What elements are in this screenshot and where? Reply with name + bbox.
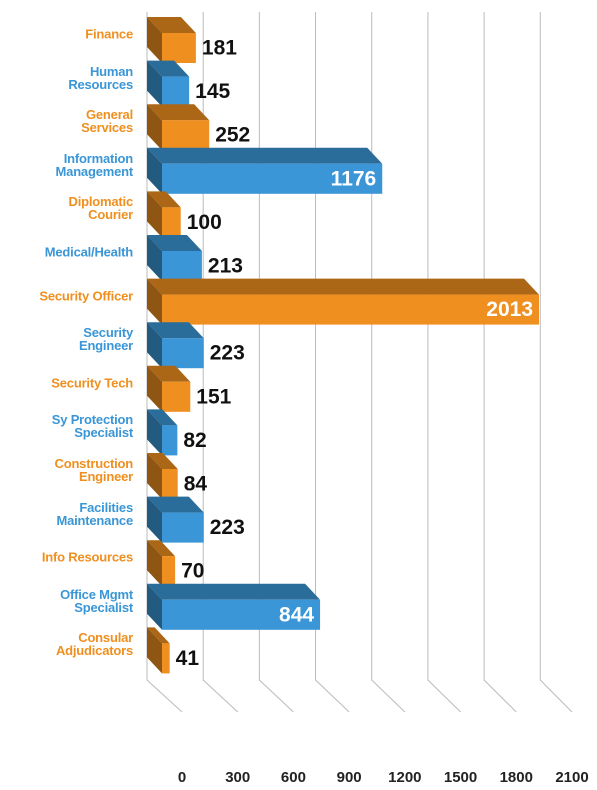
value-label: 145 [195, 80, 230, 103]
value-label: 100 [187, 211, 222, 234]
category-label: Information Management [55, 150, 134, 179]
category-label: Security Engineer [78, 325, 133, 354]
bar-side [147, 191, 162, 238]
category-label: Office Mgmt Specialist [60, 586, 133, 615]
bar [162, 251, 202, 281]
value-label: 213 [208, 255, 243, 278]
value-label: 844 [279, 603, 314, 626]
bar-top [147, 60, 190, 77]
x-tick-label: 1800 [500, 769, 533, 786]
value-label: 181 [202, 37, 237, 60]
bar-side [147, 583, 162, 630]
bar-top [147, 235, 202, 251]
bar [162, 381, 191, 412]
bar-side [147, 409, 162, 456]
bar-top [147, 540, 176, 557]
bar-top [147, 104, 210, 121]
category-label: General Services [81, 107, 133, 136]
category-label: Facilities Maintenance [56, 499, 133, 528]
grid-line [371, 12, 406, 713]
category-label: Diplomatic Courier [68, 194, 134, 223]
bar-top [147, 627, 170, 644]
x-tick-label: 900 [337, 769, 362, 786]
value-label: 1176 [331, 167, 377, 190]
bar [162, 643, 170, 674]
bar [162, 207, 181, 238]
bar-side [147, 235, 162, 281]
bar-side [147, 104, 162, 151]
grid-line [315, 12, 350, 713]
bar-top [147, 17, 196, 33]
x-tick-label: 1500 [444, 769, 477, 786]
bar [162, 294, 539, 325]
category-label: Human Resources [68, 63, 133, 92]
value-label: 70 [181, 560, 204, 583]
value-label: 2013 [486, 298, 533, 321]
x-tick-label: 1200 [388, 769, 421, 786]
value-label: 84 [184, 473, 208, 496]
bar-side [147, 60, 162, 107]
category-label: Consular Adjudicators [55, 630, 133, 659]
bar-side [147, 540, 162, 587]
grid-line [483, 12, 517, 713]
bar [162, 425, 178, 456]
bar-side [147, 365, 162, 412]
bar-top [147, 278, 539, 295]
bar-side [147, 322, 162, 369]
bar [162, 76, 190, 107]
bar-side [147, 17, 162, 63]
bar-side [147, 453, 162, 499]
bar [162, 469, 178, 499]
grid-line [146, 12, 183, 713]
bar [162, 338, 204, 369]
grid-line [427, 12, 461, 713]
bar-top [147, 496, 204, 513]
bar [162, 599, 321, 630]
category-label: Security Officer [39, 288, 133, 304]
category-label: Finance [85, 26, 133, 42]
bar-top [147, 583, 321, 600]
category-label: Sy Protection Specialist [51, 412, 133, 441]
bar-top [147, 191, 181, 208]
bar-side [147, 278, 162, 325]
category-label: Construction Engineer [54, 456, 134, 484]
value-label: 151 [196, 385, 231, 408]
x-tick-label: 2100 [555, 769, 588, 786]
bar [162, 120, 210, 151]
grid-line [258, 12, 294, 713]
category-label: Medical/Health [44, 244, 133, 260]
bar-top [147, 322, 204, 339]
value-label: 252 [215, 124, 250, 147]
bar-side [147, 147, 162, 194]
bar-side [147, 627, 162, 674]
bar [162, 163, 383, 194]
bar [162, 512, 204, 543]
grid-line [202, 12, 239, 713]
x-tick-label: 300 [225, 769, 250, 786]
value-label: 223 [210, 342, 245, 365]
bar [162, 33, 196, 63]
bar-top [147, 453, 178, 469]
category-label: Info Resources [41, 549, 133, 565]
category-label: Security Tech [51, 375, 133, 391]
bar-top [147, 409, 178, 426]
value-label: 41 [176, 647, 200, 670]
x-tick-label: 600 [281, 769, 306, 786]
bar [162, 556, 176, 587]
value-label: 223 [210, 516, 245, 539]
bar-top [147, 147, 383, 164]
x-tick-label: 0 [178, 769, 186, 786]
value-label: 82 [183, 429, 206, 452]
bar-top [147, 365, 191, 382]
bar-side [147, 496, 162, 543]
grid-line [539, 12, 573, 713]
